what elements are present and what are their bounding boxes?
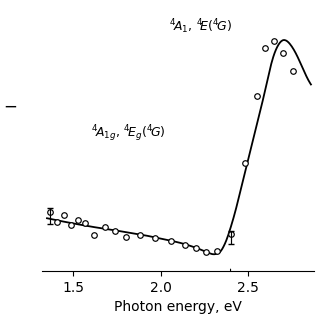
Point xyxy=(242,161,247,166)
Point xyxy=(204,250,209,255)
Point xyxy=(137,232,142,237)
Point xyxy=(92,232,97,237)
Point xyxy=(291,68,296,74)
Point xyxy=(228,231,233,236)
Point xyxy=(193,246,198,251)
Point xyxy=(55,220,60,225)
Point xyxy=(272,39,277,44)
Point xyxy=(263,45,268,51)
Point xyxy=(113,228,118,233)
Point xyxy=(182,242,188,247)
Point xyxy=(83,220,88,226)
Point xyxy=(123,235,128,240)
Point xyxy=(69,222,74,228)
Point xyxy=(214,248,219,253)
X-axis label: Photon energy, eV: Photon energy, eV xyxy=(114,300,242,315)
Text: $^4\!A_1,\,{}^4\!E({}^4\!G)$: $^4\!A_1,\,{}^4\!E({}^4\!G)$ xyxy=(169,18,233,36)
Point xyxy=(62,213,67,218)
Point xyxy=(254,93,259,99)
Point xyxy=(169,239,174,244)
Point xyxy=(280,50,285,55)
Point xyxy=(76,218,81,223)
Point xyxy=(153,236,158,241)
Text: $^4\!A_{1g},\,{}^4\!E_g({}^4\!G)$: $^4\!A_{1g},\,{}^4\!E_g({}^4\!G)$ xyxy=(91,124,165,144)
Point xyxy=(102,225,107,230)
Text: −: − xyxy=(3,98,17,116)
Point xyxy=(48,209,53,214)
